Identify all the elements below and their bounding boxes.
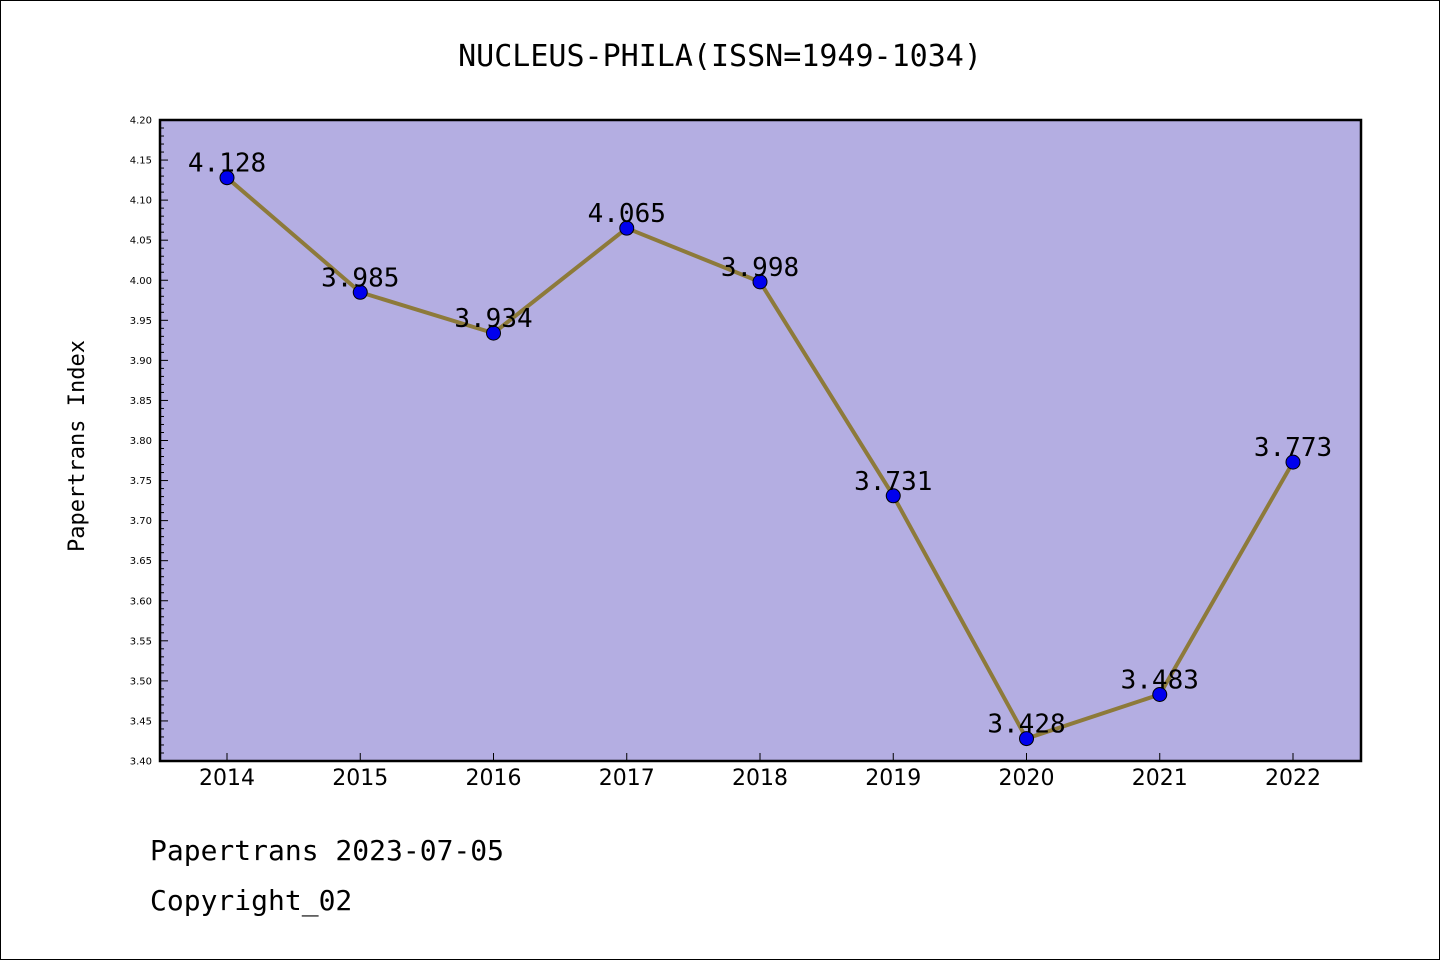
footer-date: Papertrans 2023-07-05 bbox=[150, 834, 505, 867]
x-tick-label: 2019 bbox=[865, 766, 921, 791]
data-point-marker bbox=[1019, 731, 1034, 747]
data-point-marker bbox=[486, 325, 501, 341]
data-point-label: 3.483 bbox=[1121, 665, 1199, 695]
data-point-label: 3.428 bbox=[987, 710, 1065, 740]
x-tick-label: 2016 bbox=[466, 766, 522, 791]
y-tick-label: 3.55 bbox=[130, 636, 152, 647]
data-point-label: 4.065 bbox=[588, 199, 666, 229]
chart-title: NUCLEUS-PHILA(ISSN=1949-1034) bbox=[458, 39, 982, 74]
y-tick-label: 3.45 bbox=[130, 716, 152, 727]
x-axis: 2014 2015 2016 2017 2018 2019 2020 2021 2022 bbox=[199, 753, 1321, 791]
data-point-marker bbox=[885, 488, 901, 504]
data-point-label: 4.128 bbox=[188, 149, 266, 179]
x-tick-label: 2014 bbox=[199, 766, 255, 791]
y-tick-label: 3.60 bbox=[130, 596, 152, 607]
y-tick-label: 3.70 bbox=[130, 516, 152, 527]
data-point-label: 3.773 bbox=[1254, 433, 1332, 463]
y-tick-label: 3.95 bbox=[130, 316, 152, 327]
x-tick-label: 2015 bbox=[332, 766, 388, 791]
plot-area bbox=[160, 120, 1361, 761]
y-tick-label: 4.15 bbox=[130, 156, 152, 167]
y-tick-label: 3.85 bbox=[130, 396, 152, 407]
y-tick-label: 4.20 bbox=[130, 116, 152, 127]
data-point-label: 3.985 bbox=[321, 263, 399, 293]
x-tick-label: 2017 bbox=[599, 766, 655, 791]
data-point-marker bbox=[1285, 454, 1301, 470]
y-tick-label: 3.40 bbox=[130, 757, 152, 768]
y-tick-label: 4.00 bbox=[130, 276, 152, 287]
series-markers bbox=[219, 170, 1301, 747]
data-point-marker bbox=[1152, 686, 1168, 702]
x-tick-label: 2021 bbox=[1132, 766, 1188, 791]
data-point-marker bbox=[619, 220, 635, 236]
y-axis-label: Papertrans Index bbox=[65, 340, 90, 552]
data-point-label: 3.998 bbox=[721, 253, 799, 283]
y-axis: 3.40 3.45 3.50 3.55 3.60 3.65 3.70 3.75 3.80 3.85… bbox=[130, 116, 168, 768]
data-point-marker bbox=[752, 274, 768, 290]
data-point-label: 3.934 bbox=[454, 304, 532, 334]
y-tick-label: 3.75 bbox=[130, 476, 152, 487]
data-point-marker bbox=[219, 170, 235, 186]
x-tick-label: 2018 bbox=[732, 766, 788, 791]
x-tick-label: 2020 bbox=[999, 766, 1055, 791]
x-tick-label: 2022 bbox=[1265, 766, 1321, 791]
y-tick-label: 3.90 bbox=[130, 356, 152, 367]
y-tick-label: 3.50 bbox=[130, 676, 152, 687]
y-tick-label: 3.65 bbox=[130, 556, 152, 567]
y-tick-label: 4.05 bbox=[130, 236, 152, 247]
plot-border bbox=[158, 118, 1363, 763]
y-tick-label: 3.80 bbox=[130, 436, 152, 447]
data-labels: 4.128 3.985 3.934 4.065 3.998 3.731 3.428 3.483… bbox=[188, 149, 1332, 740]
data-point-label: 3.731 bbox=[854, 467, 932, 497]
footer-copyright: Copyright_02 bbox=[150, 884, 353, 917]
data-point-marker bbox=[352, 284, 368, 300]
y-tick-label: 4.10 bbox=[130, 196, 152, 207]
